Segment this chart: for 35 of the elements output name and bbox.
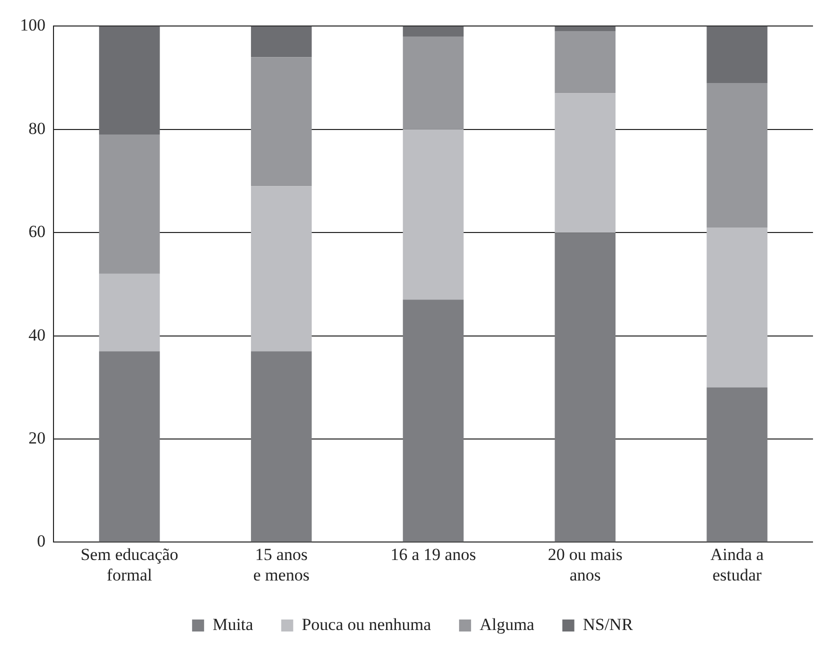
- bar: [554, 93, 616, 233]
- bar: [706, 227, 768, 388]
- bar: [554, 26, 616, 32]
- bar: [99, 274, 160, 352]
- legend-label: Pouca ou nenhuma: [302, 614, 432, 634]
- bar: [402, 300, 464, 542]
- legend-label: NS/NR: [582, 614, 634, 634]
- legend-label: Alguma: [480, 614, 535, 634]
- x-tick-label: 15 anos e menos: [253, 544, 310, 584]
- bar: [402, 129, 464, 300]
- bar: [706, 387, 768, 542]
- y-tick-label: 20: [28, 428, 46, 448]
- bar: [706, 82, 768, 228]
- x-tick-label: Ainda a estudar: [710, 544, 764, 584]
- bar: [250, 186, 312, 352]
- bar: [554, 31, 616, 94]
- bar: [99, 351, 160, 542]
- bar: [402, 36, 464, 130]
- bar: [554, 232, 616, 542]
- bar: [250, 351, 312, 542]
- bar: [250, 57, 312, 186]
- x-tick-label: Sem educação formal: [80, 544, 178, 584]
- y-tick-label: 80: [28, 118, 46, 138]
- bar: [706, 26, 768, 83]
- y-tick-label: 100: [20, 16, 46, 35]
- legend-label: Muita: [212, 614, 254, 634]
- y-tick-label: 40: [28, 325, 46, 344]
- y-tick-label: 60: [28, 222, 46, 242]
- bar: [99, 134, 160, 274]
- y-tick-label: 0: [37, 532, 46, 551]
- x-tick-label: 20 ou mais anos: [548, 544, 622, 584]
- bar: [250, 26, 312, 58]
- bar: [402, 26, 464, 37]
- bar: [99, 26, 160, 135]
- x-tick-label: 16 a 19 anos: [390, 544, 476, 564]
